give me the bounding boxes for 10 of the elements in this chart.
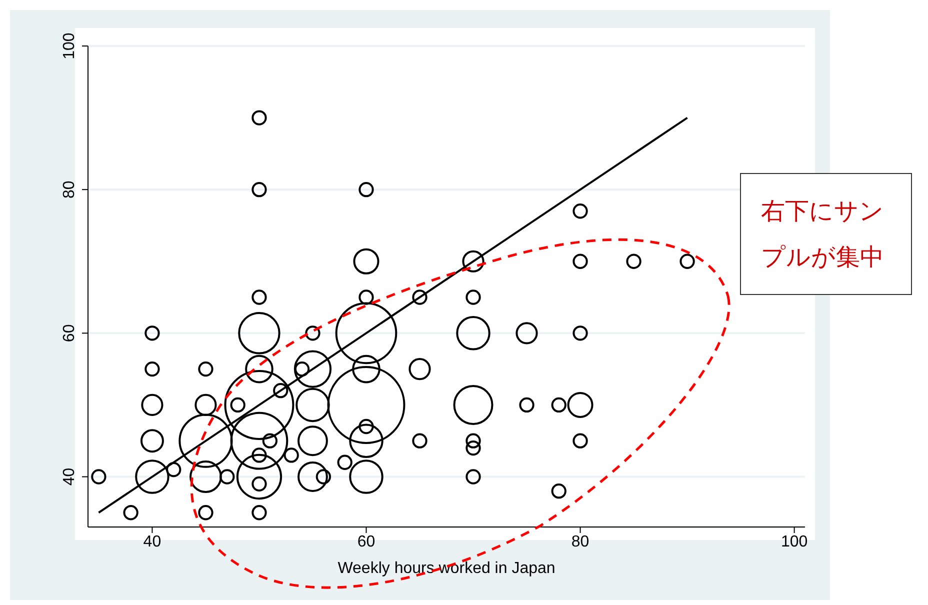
y-tick-label: 60 bbox=[61, 324, 78, 342]
x-tick-label: 40 bbox=[143, 533, 162, 550]
x-axis-title: Weekly hours worked in Japan bbox=[338, 560, 556, 577]
y-tick-label: 100 bbox=[61, 32, 78, 60]
x-tick-label: 80 bbox=[571, 533, 590, 550]
x-tick-label: 60 bbox=[357, 533, 376, 550]
annotation: 右下にサンプルが集中 bbox=[740, 173, 912, 295]
x-tick-label: 100 bbox=[780, 533, 808, 550]
y-tick-label: 80 bbox=[61, 180, 78, 198]
y-tick-label: 40 bbox=[61, 468, 78, 486]
